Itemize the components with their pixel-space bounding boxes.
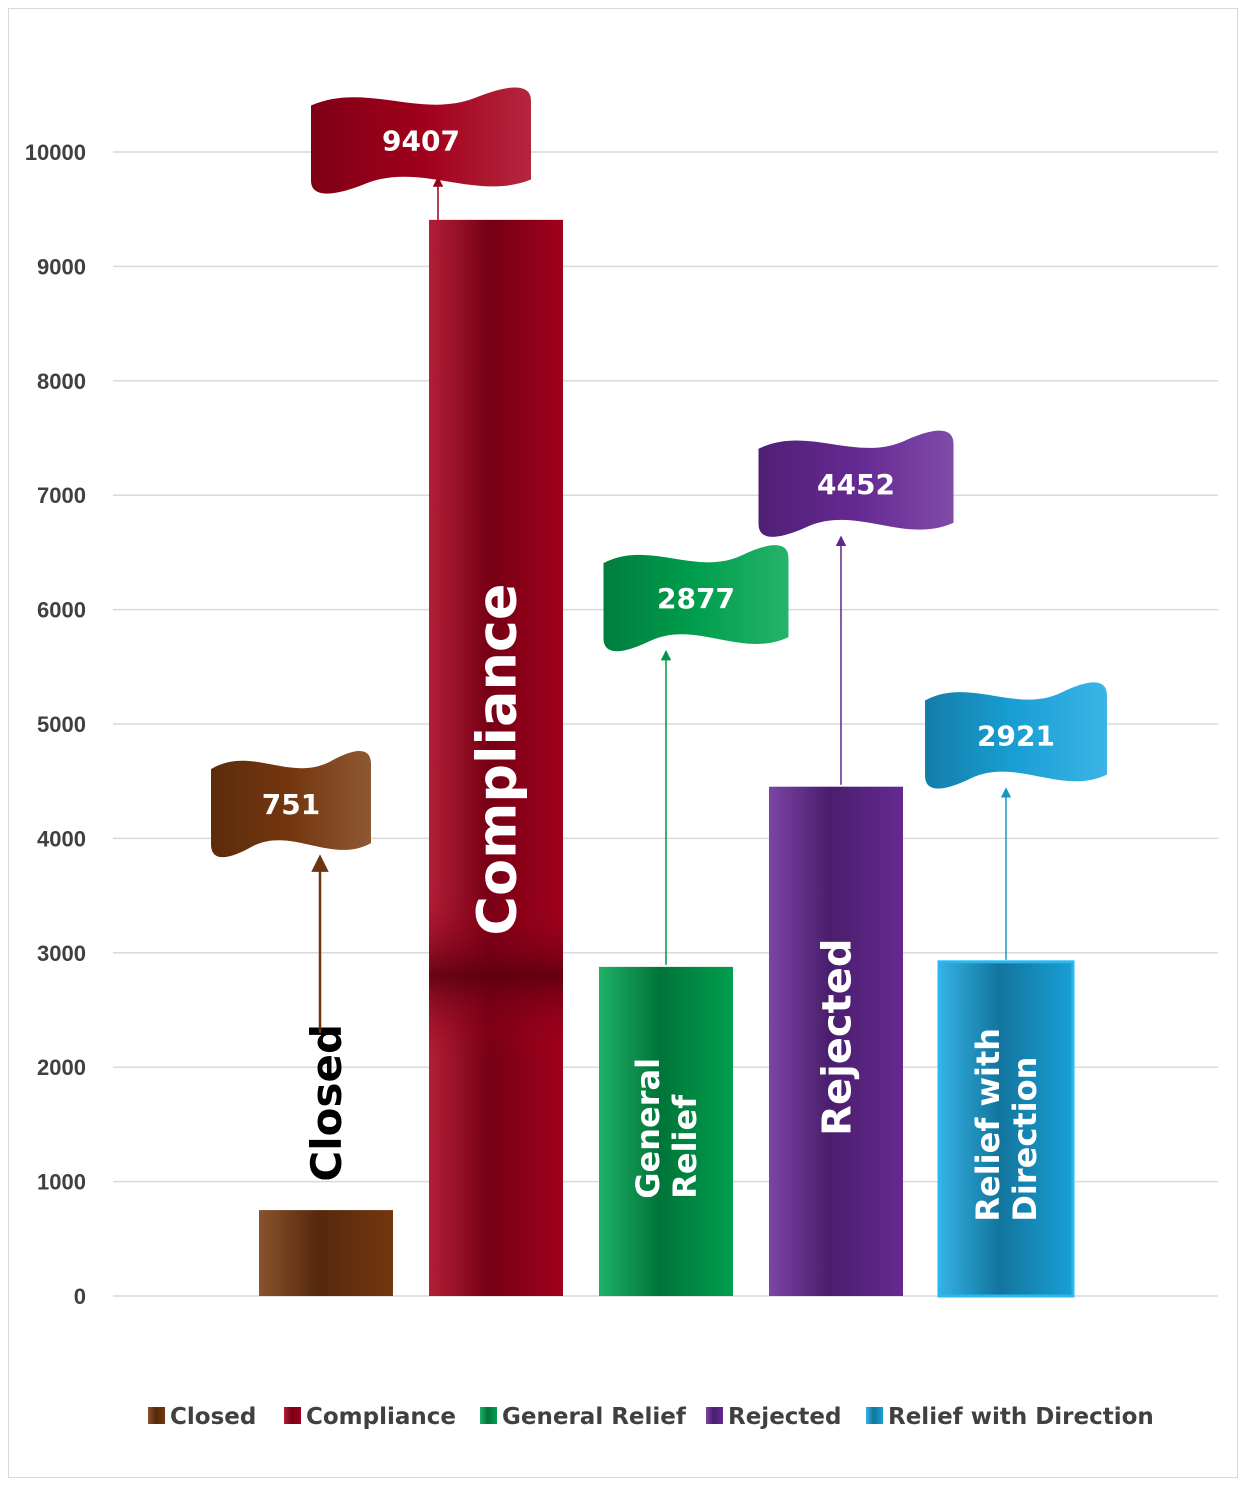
bar-rejected (769, 786, 903, 1296)
flag-compliance (311, 87, 531, 194)
bar-label-compliance: Compliance (465, 583, 528, 935)
y-tick-label-10000: 10000 (25, 140, 86, 165)
legend-swatch-rejected (706, 1407, 723, 1424)
legend-label-closed: Closed (170, 1404, 256, 1430)
y-tick-label-8000: 8000 (37, 369, 86, 394)
data-label-closed: 751 (262, 788, 320, 821)
y-tick-label-2000: 2000 (37, 1055, 86, 1080)
data-label-compliance: 9407 (382, 125, 460, 158)
legend: Closed Compliance General Relief Rejected Re… (148, 1404, 1154, 1430)
bar-label-line-relief-with-direction-1: Direction (1006, 1057, 1044, 1222)
bar-label-line-rejected-0: Rejected (814, 938, 860, 1135)
data-label-rejected: 4452 (817, 468, 895, 501)
y-tick-label-3000: 3000 (37, 941, 86, 966)
bar-label-line-general-relief-0: General (629, 1058, 667, 1199)
flag-rejected (758, 430, 954, 537)
y-tick-label-4000: 4000 (37, 826, 86, 851)
y-tick-label-7000: 7000 (37, 483, 86, 508)
bar-compliance (429, 219, 563, 1296)
bar-relief-with-direction (937, 960, 1075, 1298)
flag-general-relief (603, 545, 789, 652)
legend-swatch-closed (148, 1407, 165, 1424)
y-tick-label-1000: 1000 (37, 1170, 86, 1195)
legend-swatch-relief-with-direction (866, 1407, 883, 1424)
y-axis: 0 1000 2000 3000 4000 5000 6000 7000 8000 9000 100… (25, 140, 86, 1309)
legend-label-compliance: Compliance (306, 1404, 456, 1430)
bar-label-line-relief-with-direction-0: Relief with (969, 1028, 1007, 1222)
bar-label-line-compliance-0: Compliance (465, 583, 528, 935)
data-label-flags: 751 9407 2877 4452 2921 (211, 87, 1107, 1033)
legend-label-relief-with-direction: Relief with Direction (888, 1404, 1154, 1430)
data-label-general-relief: 2877 (657, 582, 735, 615)
y-tick-label-9000: 9000 (37, 254, 86, 279)
y-tick-label-5000: 5000 (37, 712, 86, 737)
bar-closed (259, 1210, 393, 1296)
flag-relief-with-direction (925, 682, 1107, 789)
y-tick-label-0: 0 (74, 1284, 86, 1309)
flag-closed (211, 751, 371, 858)
bar-general-relief (599, 966, 733, 1296)
legend-label-rejected: Rejected (728, 1404, 841, 1430)
legend-swatch-compliance (284, 1407, 301, 1424)
y-tick-label-6000: 6000 (37, 598, 86, 623)
bar-label-closed: Closed (302, 1024, 351, 1182)
bar-label-rejected: Rejected (814, 938, 860, 1135)
legend-swatch-general-relief (480, 1407, 497, 1424)
data-label-relief-with-direction: 2921 (977, 719, 1055, 752)
bar-label-line-closed-0: Closed (302, 1024, 351, 1182)
bar-label-line-general-relief-1: Relief (666, 1094, 704, 1199)
legend-label-general-relief: General Relief (502, 1404, 687, 1430)
bar-compliance-shading (429, 895, 563, 1056)
